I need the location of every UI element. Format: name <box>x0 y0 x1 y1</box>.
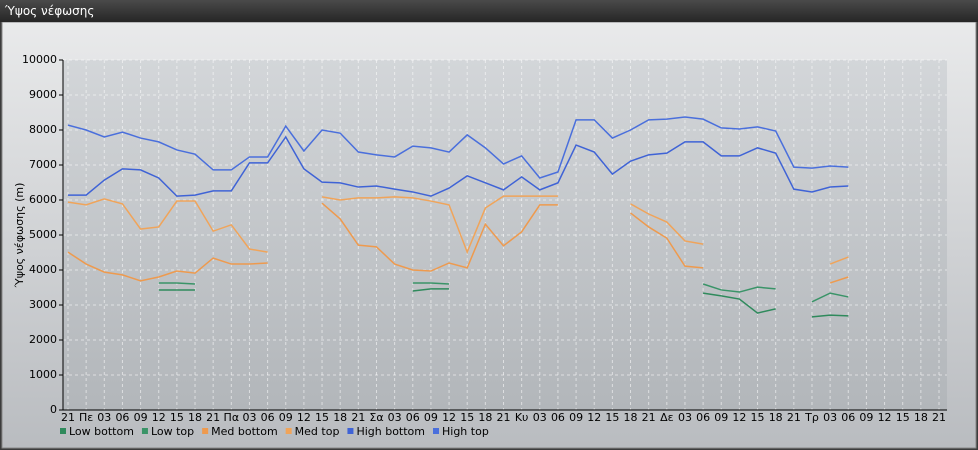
x-tick-label: 15 <box>315 411 329 424</box>
x-tick-label: 06 <box>841 411 855 424</box>
series-line <box>67 116 849 179</box>
y-tick-label: 9000 <box>29 88 57 101</box>
x-tick-label: 09 <box>279 411 293 424</box>
x-tick-label: 18 <box>333 411 347 424</box>
window-title: Ύψος νέφωσης <box>0 0 978 22</box>
x-tick-label: 12 <box>442 411 456 424</box>
series-line <box>67 195 849 265</box>
x-tick-label: 06 <box>261 411 275 424</box>
x-tick-label: 18 <box>188 411 202 424</box>
y-tick-label: 4000 <box>29 263 57 276</box>
x-tick-label: 18 <box>478 411 492 424</box>
series-line <box>158 288 849 318</box>
legend-swatch <box>433 428 439 434</box>
x-tick-label: 09 <box>714 411 728 424</box>
x-tick-label: 09 <box>859 411 873 424</box>
x-tick-label: 06 <box>696 411 710 424</box>
series-line <box>67 202 849 284</box>
legend-label: Low bottom <box>69 425 134 438</box>
x-tick-label: 09 <box>424 411 438 424</box>
x-tick-label: 12 <box>152 411 166 424</box>
x-tick-label: 12 <box>587 411 601 424</box>
x-tick-label: 15 <box>460 411 474 424</box>
legend-swatch <box>202 428 209 434</box>
x-tick-label: 21 <box>206 411 220 424</box>
legend-swatch <box>285 428 292 434</box>
x-tick-label: Κυ <box>515 411 529 424</box>
x-tick-label: 03 <box>533 411 547 424</box>
y-tick-label: 5000 <box>29 228 57 241</box>
x-tick-label: 21 <box>351 411 365 424</box>
x-tick-label: 18 <box>624 411 638 424</box>
y-axis-title: Ύψος νέφωσης (m) <box>13 183 26 289</box>
x-tick-label: Σα <box>369 411 383 424</box>
y-tick-label: 8000 <box>29 123 57 136</box>
y-tick-label: 10000 <box>22 53 57 66</box>
x-tick-label: 06 <box>551 411 565 424</box>
legend-label: High top <box>442 425 489 438</box>
legend-swatch <box>60 428 66 434</box>
series-line <box>68 135 849 197</box>
x-tick-label: 09 <box>569 411 583 424</box>
x-tick-label: Τρ <box>804 411 819 424</box>
legend-label: High bottom <box>356 425 425 438</box>
x-tick-label: 18 <box>769 411 783 424</box>
legend-label: Med bottom <box>211 425 278 438</box>
chart: Ύψος νέφωσης (m) 0 1000 2000 3000 4000 5000 60… <box>1 22 977 449</box>
x-tick-label: 09 <box>134 411 148 424</box>
x-tick-label: 03 <box>242 411 256 424</box>
x-tick-label: 15 <box>170 411 184 424</box>
y-tick-label: 2000 <box>29 333 57 346</box>
x-tick-label: Πε <box>79 411 93 424</box>
x-tick-label: 18 <box>914 411 928 424</box>
x-tick-label: 15 <box>751 411 765 424</box>
x-tick-label: 06 <box>115 411 129 424</box>
x-tick-label: 03 <box>388 411 402 424</box>
x-tick-label: 03 <box>823 411 837 424</box>
x-tick-label: 06 <box>406 411 420 424</box>
x-tick-label: Δε <box>660 411 674 424</box>
x-tick-label: 03 <box>678 411 692 424</box>
legend-label: Low top <box>151 425 194 438</box>
x-tick-label: 15 <box>896 411 910 424</box>
x-tick-label: 15 <box>605 411 619 424</box>
x-tick-label: 21 <box>642 411 656 424</box>
y-tick-label: 3000 <box>29 298 57 311</box>
y-tick-label: 1000 <box>29 368 57 381</box>
y-tick-label: 0 <box>50 403 57 416</box>
legend-label: Med top <box>295 425 340 438</box>
legend-swatch <box>347 428 354 434</box>
x-tick-label: 21 <box>932 411 946 424</box>
x-tick-label: 21 <box>497 411 511 424</box>
plot-area <box>63 60 947 410</box>
x-tick-label: Πα <box>224 411 240 424</box>
x-tick-label: 03 <box>97 411 111 424</box>
x-tick-label: 21 <box>787 411 801 424</box>
x-tick-label: 21 <box>61 411 75 424</box>
legend-swatch <box>141 428 148 434</box>
x-tick-label: 12 <box>297 411 311 424</box>
y-tick-label: 6000 <box>29 193 57 206</box>
x-tick-label: 12 <box>878 411 892 424</box>
series-line <box>158 282 849 303</box>
y-tick-label: 7000 <box>29 158 57 171</box>
x-tick-label: 12 <box>732 411 746 424</box>
